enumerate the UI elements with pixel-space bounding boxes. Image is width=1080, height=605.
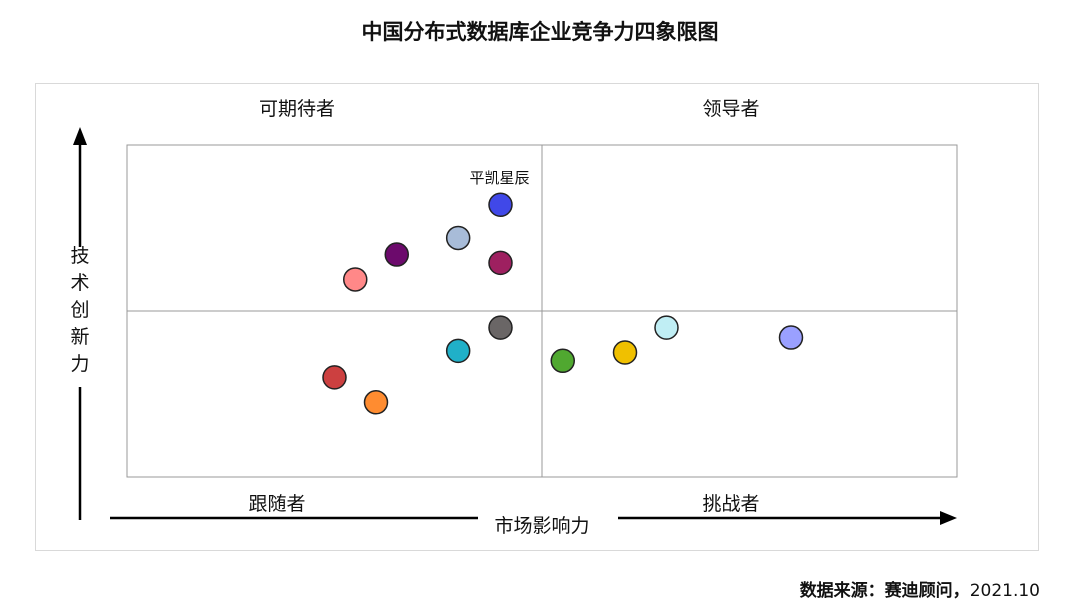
data-point bbox=[445, 338, 471, 364]
quadrant-label-top-left: 可期待者 bbox=[259, 98, 335, 120]
chart-title: 中国分布式数据库企业竞争力四象限图 bbox=[361, 20, 719, 44]
x-axis-label-bg bbox=[478, 510, 618, 540]
x-axis-arrowhead bbox=[940, 511, 957, 525]
chart-frame bbox=[35, 83, 1039, 551]
source-label: 数据来源：赛迪顾问， bbox=[799, 581, 970, 601]
data-point bbox=[488, 250, 513, 276]
data-point bbox=[384, 242, 409, 267]
y-axis-label-bg bbox=[64, 247, 96, 387]
source-note: 数据来源：赛迪顾问，2021.10 bbox=[800, 576, 1040, 601]
quadrant-label-bottom-left: 跟随者 bbox=[248, 493, 305, 515]
data-point bbox=[550, 348, 575, 374]
y-axis-arrowhead bbox=[73, 127, 87, 145]
quadrant-label-bottom-right: 挑战者 bbox=[702, 493, 759, 515]
source-date: 2021.10 bbox=[969, 581, 1040, 601]
data-point bbox=[488, 192, 513, 218]
data-point bbox=[363, 390, 389, 415]
data-point bbox=[612, 340, 638, 365]
data-points: 平凯星辰 bbox=[322, 169, 804, 415]
data-point bbox=[322, 365, 347, 390]
x-axis-label: 市场影响力 bbox=[494, 515, 589, 537]
y-axis-label: 技术创新力 bbox=[70, 245, 89, 375]
data-point bbox=[654, 315, 679, 340]
data-point bbox=[445, 225, 471, 251]
data-point bbox=[343, 267, 368, 292]
quadrant-label-top-right: 领导者 bbox=[702, 98, 759, 120]
data-point-label: 平凯星辰 bbox=[469, 169, 529, 187]
data-point bbox=[778, 325, 804, 350]
data-point bbox=[488, 315, 513, 340]
